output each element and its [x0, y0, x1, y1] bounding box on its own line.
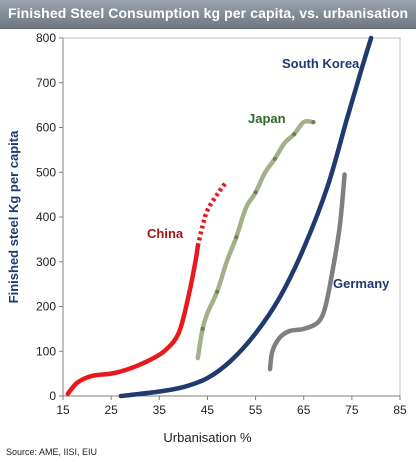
- series-marker-japan: [253, 190, 258, 195]
- series-marker-japan: [272, 156, 277, 161]
- series-marker-japan: [200, 326, 205, 331]
- x-tick-label: 15: [56, 403, 70, 417]
- series-line-south-korea: [118, 35, 374, 399]
- y-tick-label: 600: [36, 121, 56, 135]
- x-tick-label: 65: [297, 403, 311, 417]
- series-line-germany: [267, 172, 347, 372]
- y-tick-label: 0: [49, 389, 56, 403]
- series-marker-japan: [234, 235, 239, 240]
- x-tick-label: 25: [104, 403, 118, 417]
- y-tick-label: 500: [36, 165, 56, 179]
- y-tick-label: 100: [36, 344, 56, 358]
- y-tick-label: 400: [36, 210, 56, 224]
- title-bar: Finished Steel Consumption kg per capita…: [0, 0, 416, 29]
- source-note: Source: AME, IISI, EIU: [6, 447, 98, 457]
- series-projection-china: [195, 179, 229, 247]
- y-axis-title: Finished steel Kg per capita: [6, 130, 21, 303]
- series-line-japan: [195, 118, 316, 361]
- y-tick-label: 300: [36, 255, 56, 269]
- series-line-china: [65, 243, 201, 397]
- x-axis-title: Urbanisation %: [163, 430, 252, 445]
- series-marker-japan: [215, 289, 220, 294]
- series-label-japan: Japan: [248, 111, 286, 126]
- series-label-south-korea: South Korea: [282, 56, 360, 71]
- x-tick-label: 55: [249, 403, 263, 417]
- series-marker-japan: [311, 120, 316, 125]
- series-marker-japan: [292, 132, 297, 137]
- series-label-germany: Germany: [333, 276, 390, 291]
- y-tick-label: 200: [36, 300, 56, 314]
- y-tick-label: 800: [36, 31, 56, 45]
- x-tick-label: 35: [153, 403, 167, 417]
- x-tick-label: 45: [201, 403, 215, 417]
- chart-title: Finished Steel Consumption kg per capita…: [8, 5, 409, 21]
- x-tick-label: 85: [393, 403, 407, 417]
- y-tick-label: 700: [36, 76, 56, 90]
- x-tick-label: 75: [345, 403, 359, 417]
- series-label-china: China: [147, 226, 184, 241]
- plot-area: [62, 37, 401, 397]
